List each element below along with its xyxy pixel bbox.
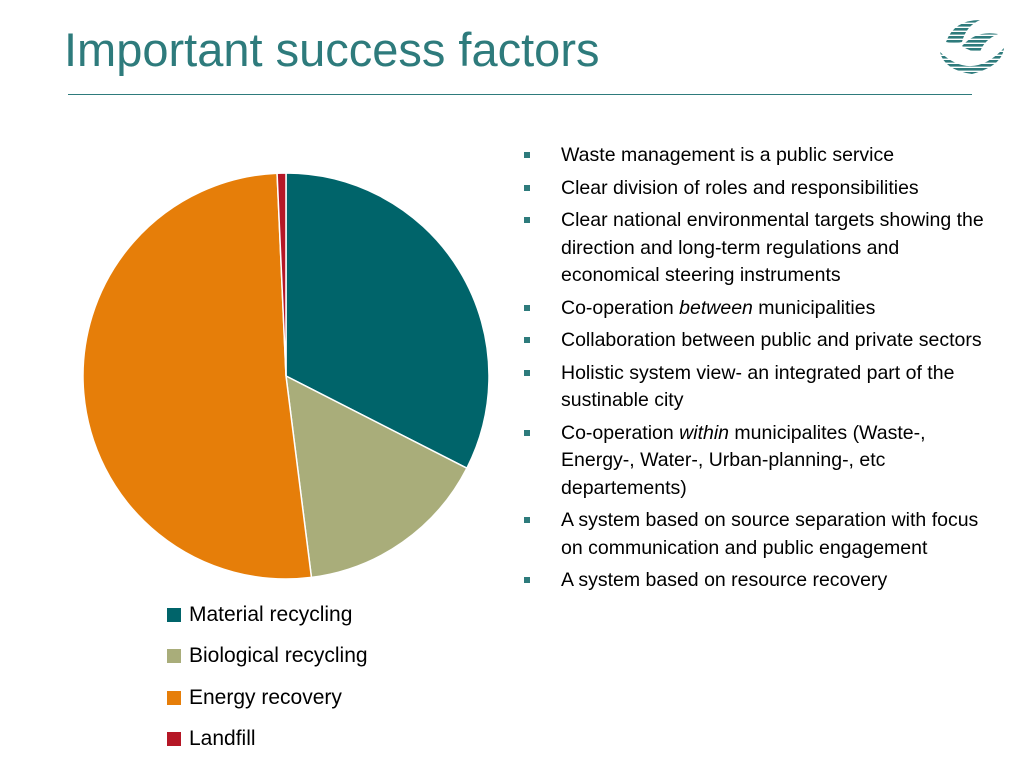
legend-swatch xyxy=(167,607,181,622)
pie-chart xyxy=(82,172,490,580)
bullet-item: Holistic system view- an integrated part… xyxy=(520,360,990,415)
legend-item: Biological recycling xyxy=(167,636,368,678)
bullet-text: municipalities xyxy=(752,296,876,319)
title-divider xyxy=(68,94,972,95)
bullet-list: Waste management is a public service Clea… xyxy=(520,142,990,600)
legend-item: Energy recovery xyxy=(167,677,368,719)
bullet-text: Waste management is a public service xyxy=(561,144,895,166)
chart-legend: Material recycling Biological recycling En… xyxy=(167,594,368,760)
legend-label: Biological recycling xyxy=(189,644,368,668)
bullet-text: between xyxy=(679,296,753,319)
bullet-item: Co-operation within municipalites (Waste… xyxy=(520,420,990,503)
square-bullet-icon xyxy=(524,304,530,311)
legend-label: Material recycling xyxy=(189,602,353,626)
bullet-text: Co-operation xyxy=(561,296,680,319)
square-bullet-icon xyxy=(524,152,530,158)
bullet-text: Clear division of roles and responsibili… xyxy=(561,176,919,199)
legend-item: Landfill xyxy=(167,719,368,761)
square-bullet-icon xyxy=(524,517,530,523)
bullet-text: Holistic system view- an integrated part… xyxy=(561,361,955,412)
legend-label: Landfill xyxy=(189,727,256,751)
legend-swatch xyxy=(167,732,181,747)
legend-swatch xyxy=(167,649,181,664)
legend-label: Energy recovery xyxy=(189,685,342,709)
bullet-item: Waste management is a public service xyxy=(520,142,990,170)
pie-slice-biological-recycling xyxy=(285,374,468,579)
bullet-text: A system based on resource recovery xyxy=(561,569,888,591)
square-bullet-icon xyxy=(524,337,530,343)
pie-slice-material-recycling xyxy=(285,172,490,470)
bullet-item: Co-operation between municipalities xyxy=(520,295,990,323)
bullet-text: Clear national environmental targets sho… xyxy=(561,209,984,286)
bullet-text: Collaboration between public and private… xyxy=(561,329,982,351)
legend-item: Material recycling xyxy=(167,594,368,636)
bullet-text: within xyxy=(679,421,730,444)
square-bullet-icon xyxy=(524,184,530,191)
bullet-item: A system based on source separation with… xyxy=(520,507,990,562)
bullet-text: municipalites (Waste-, Energy-, Water-, … xyxy=(561,421,926,499)
pie-slice-landfill xyxy=(276,172,287,377)
square-bullet-icon xyxy=(524,429,530,436)
bullet-text: A system based on source separation with… xyxy=(561,509,979,559)
legend-swatch xyxy=(167,690,181,705)
bullet-item: Clear national environmental targets sho… xyxy=(520,207,990,290)
bullet-item: Collaboration between public and private… xyxy=(520,327,990,355)
swirl-logo-icon xyxy=(940,20,1004,74)
pie-slice-energy-recovery xyxy=(82,172,313,580)
bullet-text: Co-operation xyxy=(561,421,680,444)
square-bullet-icon xyxy=(524,577,530,583)
square-bullet-icon xyxy=(524,217,530,223)
bullet-item: A system based on resource recovery xyxy=(520,567,990,595)
bullet-item: Clear division of roles and responsibili… xyxy=(520,175,990,203)
square-bullet-icon xyxy=(524,369,530,376)
slide-title: Important success factors xyxy=(64,23,600,76)
